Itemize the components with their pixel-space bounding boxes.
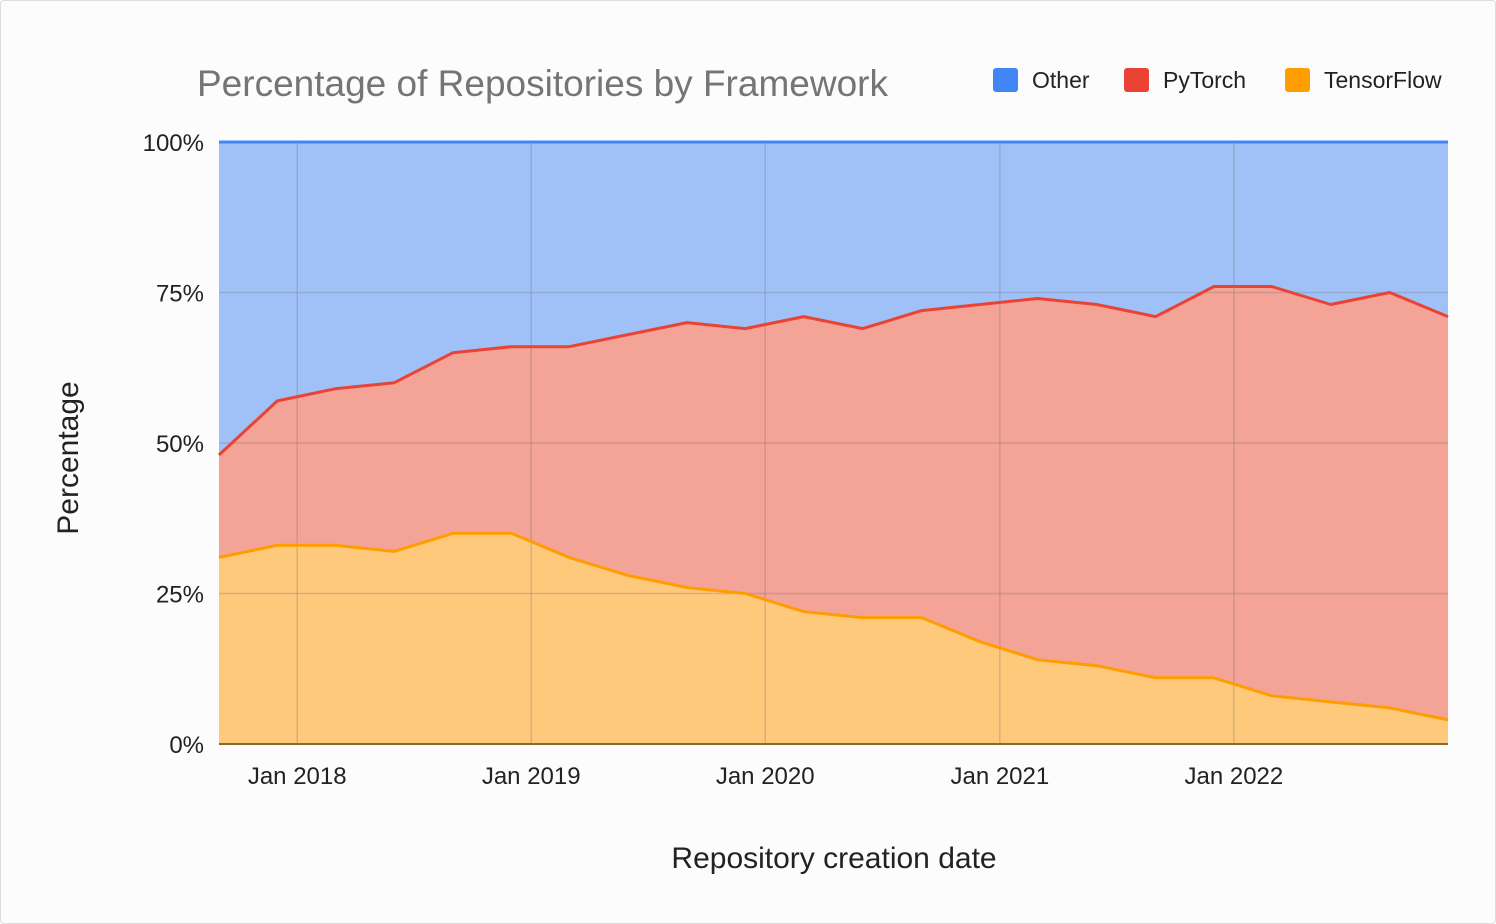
y-axis-ticks: 0% 25% 50% 75% 100% [143, 130, 204, 759]
area-tensorflow [219, 533, 1448, 744]
legend: Other PyTorch TensorFlow [993, 67, 1442, 93]
x-tick-label: Jan 2020 [716, 763, 815, 790]
series-lines [217, 140, 1449, 745]
line-pytorch [217, 285, 1449, 457]
legend-swatch-pytorch [1124, 68, 1149, 92]
x-axis-title: Repository creation date [671, 842, 996, 875]
x-tick-label: Jan 2022 [1184, 763, 1283, 790]
x-axis-ticks: Jan 2018 Jan 2019 Jan 2020 Jan 2021 Jan 2022 [248, 763, 1283, 790]
y-tick-label: 25% [156, 582, 204, 609]
y-tick-label: 75% [156, 281, 204, 308]
legend-swatch-tensorflow [1285, 68, 1310, 92]
legend-label-other: Other [1032, 67, 1090, 93]
y-axis-title: Percentage [52, 381, 85, 534]
x-tick-label: Jan 2021 [950, 763, 1049, 790]
area-pytorch [219, 286, 1448, 720]
line-tensorflow [218, 531, 1449, 722]
legend-swatch-other [993, 68, 1018, 92]
chart-title: Percentage of Repositories by Framework [197, 63, 888, 104]
plot-areas [219, 142, 1448, 744]
legend-label-pytorch: PyTorch [1163, 67, 1246, 93]
y-tick-label: 0% [169, 732, 204, 759]
area-other [219, 142, 1448, 455]
y-tick-label: 50% [156, 431, 204, 458]
y-tick-label: 100% [143, 130, 204, 157]
legend-label-tensorflow: TensorFlow [1324, 67, 1442, 93]
x-tick-label: Jan 2018 [248, 763, 347, 790]
x-tick-label: Jan 2019 [482, 763, 581, 790]
